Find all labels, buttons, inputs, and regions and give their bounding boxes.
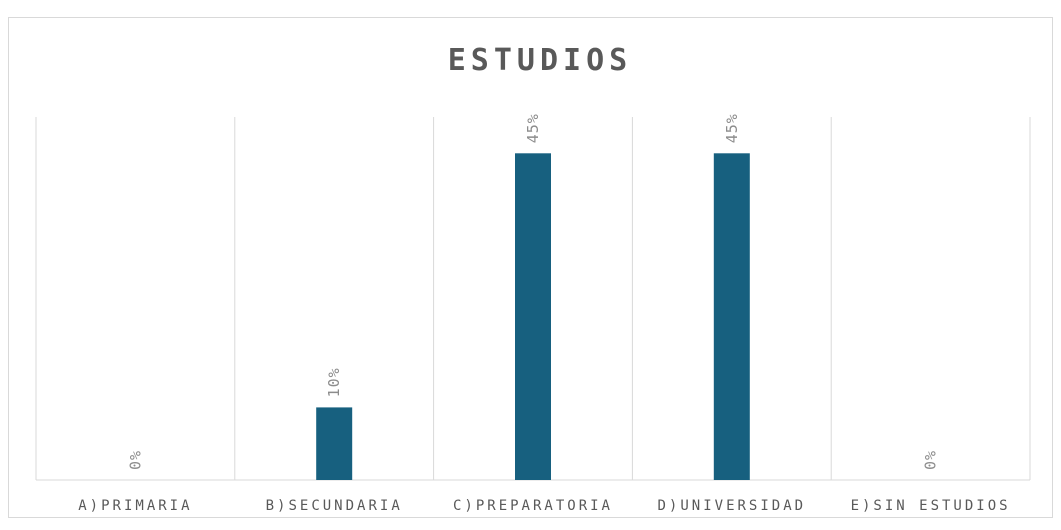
x-tick-label: B)SECUNDARIA <box>266 498 403 514</box>
x-tick-label: E)SIN ESTUDIOS <box>851 498 1011 514</box>
data-label: 45% <box>524 113 542 143</box>
bars <box>316 153 750 481</box>
x-tick-label: A)PRIMARIA <box>78 498 192 514</box>
bar <box>515 153 551 481</box>
data-label: 0% <box>922 450 940 470</box>
data-label: 0% <box>126 450 144 470</box>
x-tick-label: C)PREPARATORIA <box>453 498 613 514</box>
chart-title: ESTUDIOS <box>448 43 633 78</box>
data-label: 45% <box>723 113 741 143</box>
data-label: 10% <box>325 367 343 397</box>
bar <box>316 407 353 480</box>
x-axis-tick-labels: A)PRIMARIA B)SECUNDARIA C)PREPARATORIA D)UN… <box>78 498 1011 514</box>
bar <box>713 153 750 481</box>
data-labels: 0% 10% 45% 45% 0% <box>126 113 939 470</box>
x-tick-label: D)UNIVERSIDAD <box>658 498 807 514</box>
